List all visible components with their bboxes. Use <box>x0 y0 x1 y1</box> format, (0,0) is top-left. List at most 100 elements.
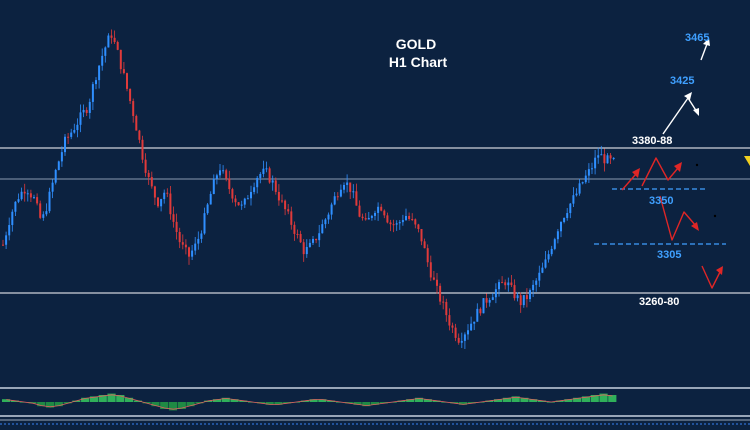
scenario-arrow-down-head <box>691 222 699 231</box>
candle-body <box>209 193 212 205</box>
candle-body <box>141 139 144 160</box>
candle-body <box>57 161 60 170</box>
candle-body <box>594 157 597 169</box>
scenario-arrow-up <box>641 157 679 187</box>
candle-body <box>346 182 349 185</box>
oscillator-bar <box>432 400 441 402</box>
candle-body <box>498 282 500 290</box>
candle-body <box>274 180 277 192</box>
oscillator-bar <box>125 397 134 402</box>
oscillator-bar <box>230 399 239 402</box>
candle-body <box>200 233 203 239</box>
candle-body <box>178 231 181 243</box>
marker-dot <box>713 214 717 218</box>
candle-body <box>160 199 163 207</box>
candle-body <box>383 210 386 216</box>
oscillator-bar <box>45 402 55 408</box>
oscillator-bar <box>537 400 547 402</box>
candle-body <box>327 214 330 220</box>
oscillator-bar <box>564 399 573 402</box>
oscillator-bar <box>371 402 380 405</box>
candle-body <box>374 212 376 216</box>
candle-body <box>51 182 54 192</box>
candle-body <box>398 222 401 224</box>
candle-body <box>522 295 525 306</box>
candle-body <box>417 224 420 230</box>
candle-body <box>253 187 256 192</box>
oscillator-bar <box>520 397 529 402</box>
candle-body <box>553 239 556 249</box>
oscillator-bar <box>397 400 406 402</box>
candle-body <box>212 178 215 194</box>
candle-body <box>460 340 463 343</box>
candle-body <box>290 211 293 225</box>
candle-body <box>405 216 407 221</box>
candle-body <box>194 243 197 251</box>
target-arrow-3465-head <box>703 38 710 46</box>
level-label-3380-88: 3380-88 <box>632 135 672 147</box>
candle-body <box>144 159 147 173</box>
oscillator-bar <box>581 396 591 402</box>
oscillator-bar <box>318 399 327 402</box>
candle-body <box>157 197 159 207</box>
candle-body <box>48 191 51 212</box>
oscillator-bar <box>221 397 230 402</box>
candle-body <box>355 191 358 206</box>
candle-body <box>315 238 318 241</box>
candle-body <box>181 242 184 245</box>
oscillator-bar <box>116 395 125 402</box>
oscillator-bar <box>502 397 511 402</box>
candle-body <box>494 289 497 298</box>
candle-body <box>603 154 606 164</box>
candle-body <box>569 203 572 214</box>
candle-body <box>91 84 94 102</box>
candle-body <box>367 217 370 220</box>
candle-body <box>23 191 26 194</box>
candle-body <box>126 73 128 89</box>
candle-body <box>442 301 445 303</box>
candle-body <box>538 272 541 281</box>
candle-body <box>339 189 342 197</box>
oscillator-bar <box>406 399 415 402</box>
candle-body <box>587 169 590 176</box>
candle-body <box>166 192 169 194</box>
candle-body <box>612 157 615 159</box>
target-arrow-3465 <box>700 43 708 61</box>
level-label-3425: 3425 <box>670 75 694 87</box>
candle-body <box>85 109 88 113</box>
candle-body <box>563 217 566 223</box>
candle-body <box>597 155 600 158</box>
candle-body <box>197 238 200 244</box>
oscillator-bar <box>151 402 160 407</box>
candle-body <box>113 37 116 43</box>
candle-body <box>457 337 460 343</box>
candle-body <box>79 112 82 125</box>
oscillator-bar <box>450 402 459 404</box>
candle-body <box>64 136 66 153</box>
candle-body <box>36 197 39 204</box>
candle-body <box>439 285 442 302</box>
candle-body <box>54 169 57 183</box>
candle-body <box>172 214 175 222</box>
candle-body <box>386 215 389 223</box>
candle-body <box>215 175 218 179</box>
candle-body <box>380 206 383 211</box>
scenario-arrow-deep <box>701 265 721 289</box>
candle-body <box>370 215 373 218</box>
oscillator-bar <box>10 400 19 402</box>
candle-body <box>219 170 221 176</box>
candle-body <box>191 250 194 257</box>
oscillator-bar <box>2 399 11 402</box>
oscillator-bar <box>283 402 292 404</box>
candle-body <box>17 199 20 202</box>
oscillator-bar <box>362 402 371 407</box>
oscillator-bar <box>327 400 336 402</box>
oscillator-bar <box>555 400 564 402</box>
candle-body <box>436 279 438 286</box>
oscillator-bar <box>28 402 37 404</box>
candle-body <box>535 280 538 285</box>
candle-body <box>429 262 432 278</box>
candle-body <box>222 170 225 172</box>
candle-body <box>454 327 457 338</box>
candle-body <box>550 248 553 255</box>
